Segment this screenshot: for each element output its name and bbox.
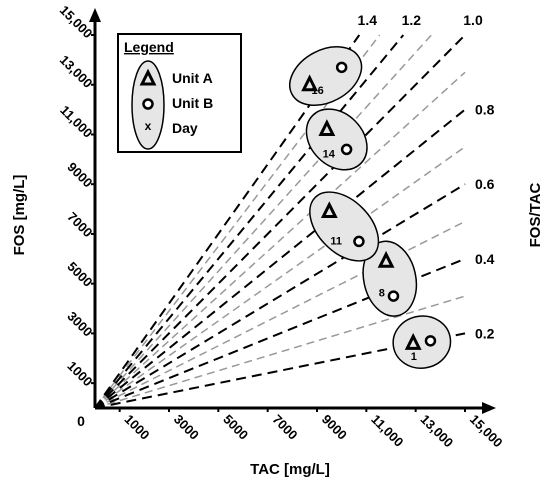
unit-a-point <box>318 119 336 136</box>
x-tick-label: 15,000 <box>467 412 506 451</box>
x-arrow <box>482 402 496 414</box>
legend-circle <box>142 98 154 110</box>
unit-a-point <box>377 250 395 268</box>
y-tick-label: 3000 <box>64 308 95 339</box>
y-tick-label: 13,000 <box>57 52 96 91</box>
ratio-label: 0.2 <box>475 325 495 341</box>
legend: Legend x Unit A Unit B Day <box>117 33 242 153</box>
unit-b-point <box>353 235 365 248</box>
minor-ratio-line <box>94 34 432 409</box>
day-label: 11 <box>330 235 342 247</box>
x-tick-label: 1000 <box>122 412 153 443</box>
ratio-label: 0.8 <box>475 102 495 118</box>
ratio-line <box>94 34 405 409</box>
ratio-line <box>94 183 466 409</box>
day-ellipse <box>305 108 368 171</box>
x-tick-label: 7000 <box>270 412 301 443</box>
y-axis-label: FOS [mg/L] <box>11 175 28 256</box>
ratio-label: 0.4 <box>475 251 495 267</box>
minor-ratio-line <box>94 146 466 409</box>
minor-ratio-line <box>94 71 466 409</box>
unit-a-point <box>301 74 319 92</box>
y2-axis-label: FOS/TAC <box>527 182 544 247</box>
y-tick-label: 11,000 <box>57 102 95 140</box>
day-ellipse <box>362 240 418 317</box>
ratio-label: 0.6 <box>475 176 495 192</box>
day-label: 14 <box>323 148 336 160</box>
x-tick-label: 3000 <box>171 412 202 443</box>
ratio-label: 1.4 <box>358 12 378 28</box>
day-label: 1 <box>411 351 417 363</box>
x-tick-label: 9000 <box>319 412 350 443</box>
unit-b-point <box>424 335 437 347</box>
y-tick-label: 1000 <box>64 358 95 389</box>
unit-b-point <box>387 290 400 302</box>
y-tick-label: 9000 <box>64 159 95 190</box>
unit-a-point <box>404 332 422 350</box>
legend-title: Legend <box>124 39 174 55</box>
ratio-label: 1.2 <box>402 12 422 28</box>
day-ellipse <box>392 315 452 369</box>
y-tick-label: 7000 <box>64 209 95 240</box>
unit-b-point <box>340 143 353 156</box>
ratio-line <box>94 34 466 409</box>
x-tick-label: 11,000 <box>368 412 406 450</box>
ratio-line <box>94 257 466 409</box>
legend-label: Unit B <box>172 95 213 111</box>
x-tick-label: 0 <box>77 413 85 429</box>
day-label: 8 <box>379 288 385 300</box>
unit-a-point <box>320 201 338 219</box>
x-tick-label: 13,000 <box>418 412 457 451</box>
ratio-lines <box>94 34 466 409</box>
ratio-label: 1.0 <box>463 12 483 28</box>
legend-x: x <box>145 119 152 133</box>
y-arrow <box>89 8 101 22</box>
unit-b-point <box>335 61 348 74</box>
legend-label: Day <box>172 120 198 136</box>
legend-label: Unit A <box>172 70 213 86</box>
x-tick-label: 5000 <box>220 412 251 443</box>
legend-triangle <box>139 68 157 86</box>
x-axis-label: TAC [mg/L] <box>250 461 330 478</box>
y-tick-label: 5000 <box>64 259 95 290</box>
ratio-line <box>94 34 361 409</box>
minor-ratio-line <box>94 220 466 409</box>
